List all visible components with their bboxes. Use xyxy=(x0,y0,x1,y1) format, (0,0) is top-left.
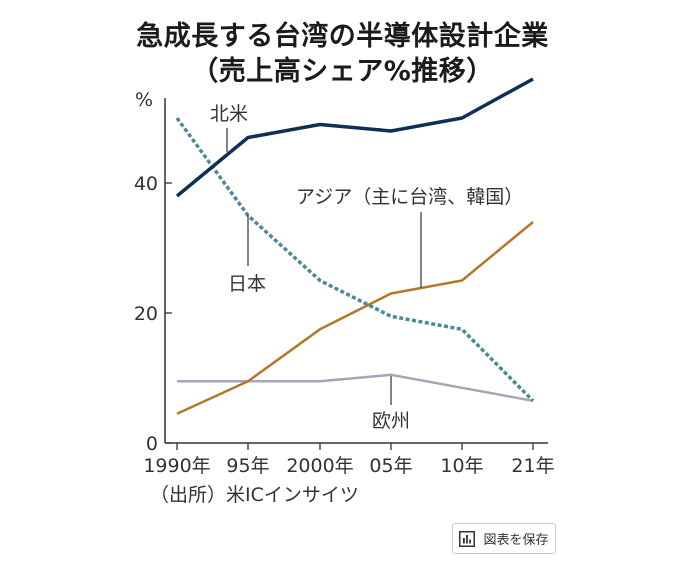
series-label: アジア（主に台湾、韓国） xyxy=(296,186,523,208)
y-unit-label: % xyxy=(135,89,153,111)
chart-title: 急成長する台湾の半導体設計企業 xyxy=(136,21,549,52)
x-tick-label: 2000年 xyxy=(286,455,353,477)
x-tick-label: 21年 xyxy=(511,455,554,477)
series-line xyxy=(177,373,534,403)
series-line xyxy=(176,221,534,415)
bar-chart-icon xyxy=(459,530,476,547)
source-note: （出所）米ICインサイツ xyxy=(150,484,359,506)
series-label: 北米 xyxy=(210,103,248,125)
y-tick-label: 40 xyxy=(134,173,158,195)
y-tick-label: 0 xyxy=(146,433,158,455)
series-label: 欧州 xyxy=(372,410,410,432)
x-tick-label: 1990年 xyxy=(143,455,210,477)
series-line xyxy=(175,116,535,403)
x-tick-label: 10年 xyxy=(440,455,483,477)
series-line xyxy=(175,77,534,198)
save-chart-button[interactable]: 図表を保存 xyxy=(452,523,556,554)
save-button-label: 図表を保存 xyxy=(483,533,549,548)
y-tick-label: 20 xyxy=(134,303,158,325)
chart-subtitle: （売上高シェア%推移） xyxy=(191,56,494,87)
x-tick-label: 95年 xyxy=(226,455,269,477)
series-label: 日本 xyxy=(228,273,266,295)
x-tick-label: 05年 xyxy=(369,455,412,477)
